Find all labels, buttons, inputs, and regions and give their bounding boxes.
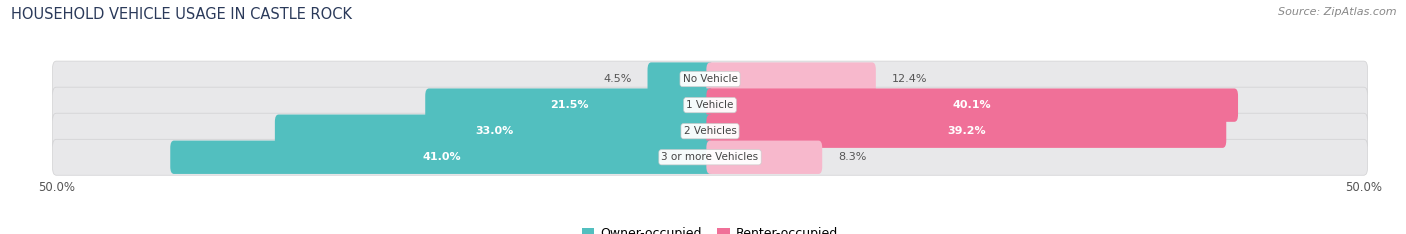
Text: 21.5%: 21.5% bbox=[550, 100, 589, 110]
FancyBboxPatch shape bbox=[274, 114, 714, 148]
Text: HOUSEHOLD VEHICLE USAGE IN CASTLE ROCK: HOUSEHOLD VEHICLE USAGE IN CASTLE ROCK bbox=[11, 7, 353, 22]
Text: 8.3%: 8.3% bbox=[838, 152, 866, 162]
Legend: Owner-occupied, Renter-occupied: Owner-occupied, Renter-occupied bbox=[582, 227, 838, 234]
FancyBboxPatch shape bbox=[425, 88, 714, 122]
Text: 39.2%: 39.2% bbox=[948, 126, 986, 136]
FancyBboxPatch shape bbox=[170, 141, 714, 174]
Text: 3 or more Vehicles: 3 or more Vehicles bbox=[661, 152, 759, 162]
FancyBboxPatch shape bbox=[706, 88, 1239, 122]
FancyBboxPatch shape bbox=[52, 139, 1368, 175]
Text: 40.1%: 40.1% bbox=[953, 100, 991, 110]
FancyBboxPatch shape bbox=[706, 114, 1226, 148]
FancyBboxPatch shape bbox=[706, 141, 823, 174]
FancyBboxPatch shape bbox=[52, 87, 1368, 123]
Text: 41.0%: 41.0% bbox=[423, 152, 461, 162]
Text: No Vehicle: No Vehicle bbox=[682, 74, 738, 84]
FancyBboxPatch shape bbox=[706, 62, 876, 96]
FancyBboxPatch shape bbox=[648, 62, 714, 96]
FancyBboxPatch shape bbox=[52, 61, 1368, 97]
Text: 4.5%: 4.5% bbox=[603, 74, 631, 84]
Text: 33.0%: 33.0% bbox=[475, 126, 513, 136]
Text: 2 Vehicles: 2 Vehicles bbox=[683, 126, 737, 136]
FancyBboxPatch shape bbox=[52, 113, 1368, 149]
Text: Source: ZipAtlas.com: Source: ZipAtlas.com bbox=[1278, 7, 1396, 17]
Text: 12.4%: 12.4% bbox=[891, 74, 928, 84]
Text: 1 Vehicle: 1 Vehicle bbox=[686, 100, 734, 110]
